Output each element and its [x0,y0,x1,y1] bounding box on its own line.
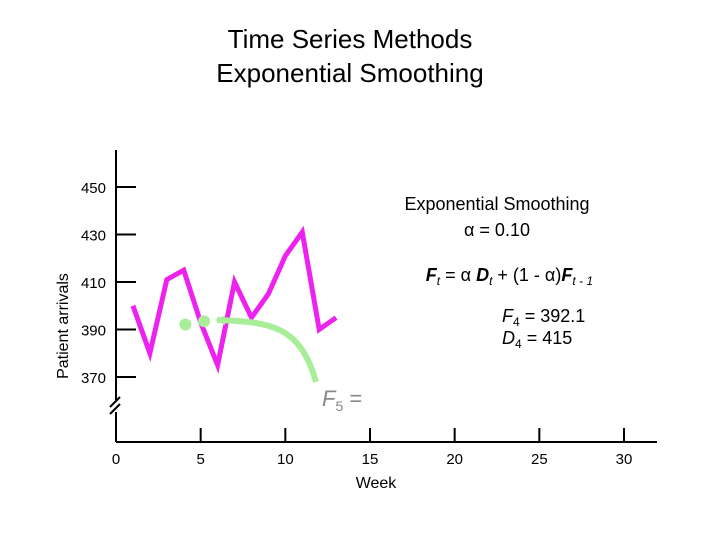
y-axis-label: Patient arrivals [55,273,72,379]
x-tick-label: 20 [446,451,463,468]
chart-title-line-2: Exponential Smoothing [216,58,484,88]
f4-label: F4 = 392.1 [502,306,585,329]
x-tick-label: 30 [616,451,633,468]
y-tick-label: 430 [81,228,106,245]
f5-label: F5 = [322,386,362,414]
x-axis-label: Week [356,475,398,492]
x-tick-label: 5 [196,451,204,468]
x-tick-label: 15 [362,451,379,468]
alpha-label: α = 0.10 [464,220,530,240]
x-tick-label: 0 [112,451,120,468]
y-tick-label: 410 [81,275,106,292]
d4-value: 415 [542,328,572,348]
x-tick-label: 25 [531,451,548,468]
forecast-point-1 [179,318,192,331]
d4-label: D4 = 415 [502,328,572,351]
f4-value: 392.1 [540,306,585,326]
y-tick-label: 370 [81,370,106,387]
method-label: Exponential Smoothing [404,194,589,214]
y-tick-label: 390 [81,323,106,340]
x-tick-label: 10 [277,451,294,468]
axis-break-mark-1 [109,396,121,408]
chart-title-line-1: Time Series Methods [227,24,473,54]
y-tick-label: 450 [81,180,106,197]
axis-break-mark-2 [109,403,121,415]
forecast-point-2 [198,315,211,328]
series-line-patient-arrivals [130,225,338,374]
forecast-arrow [215,315,319,383]
formula-label: Ft = α Dt + (1 - α)Ft - 1 [426,265,593,288]
